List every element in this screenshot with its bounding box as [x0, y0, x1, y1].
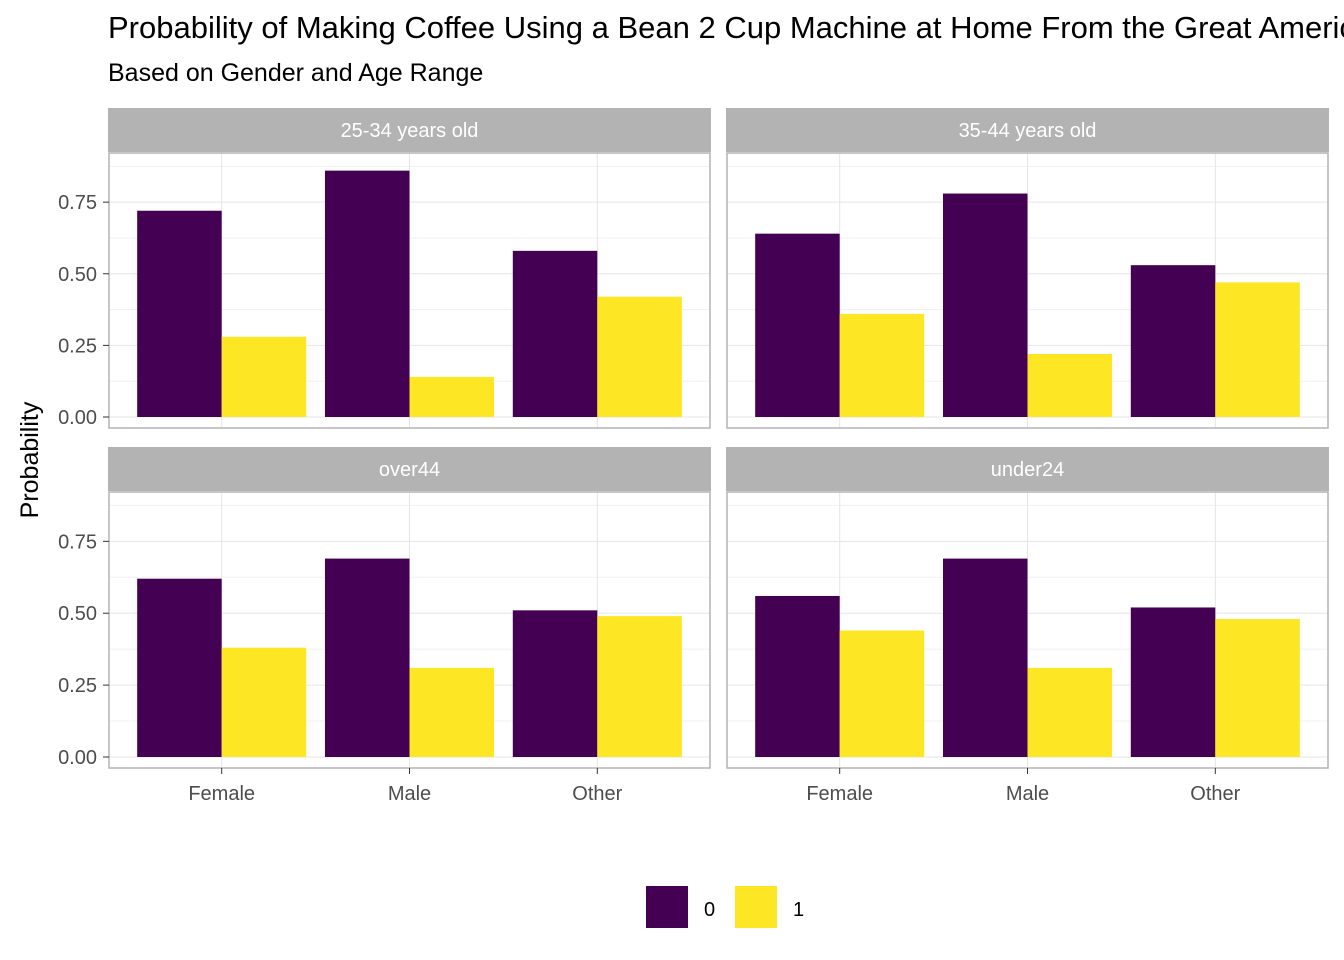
y-tick-label: 0.00 — [58, 407, 97, 429]
bar-other-series-0 — [1130, 607, 1216, 757]
y-tick-label: 0.25 — [58, 675, 97, 697]
bar-male-series-0 — [324, 170, 410, 417]
bar-female-series-1 — [839, 313, 925, 417]
bar-female-series-1 — [221, 647, 307, 757]
x-tick-label: Female — [806, 783, 873, 805]
legend-swatch-1 — [735, 886, 777, 928]
bar-female-series-0 — [755, 595, 840, 757]
legend-swatch-0 — [646, 886, 688, 928]
bar-female-series-1 — [839, 630, 925, 757]
chart-subtitle: Based on Gender and Age Range — [108, 59, 484, 87]
y-axis-label: Probability — [16, 401, 44, 518]
bar-male-series-0 — [324, 558, 410, 757]
legend-label-1: 1 — [793, 899, 804, 921]
bar-male-series-1 — [409, 667, 495, 757]
panel-border — [726, 152, 1329, 429]
bar-other-series-0 — [512, 250, 598, 417]
y-tick-label: 0.75 — [58, 192, 97, 214]
x-tick-label: Female — [188, 783, 255, 805]
bar-female-series-1 — [221, 336, 307, 417]
bar-female-series-0 — [137, 578, 222, 757]
facet-strip — [108, 447, 711, 491]
bar-other-series-0 — [1130, 265, 1216, 417]
facet-strip-label: under24 — [991, 459, 1064, 481]
bar-male-series-0 — [942, 558, 1028, 757]
bar-other-series-1 — [597, 296, 682, 417]
x-tick-label: Male — [1006, 783, 1049, 805]
chart-title: Probability of Making Coffee Using a Bea… — [108, 10, 1344, 45]
facet-strip-label: over44 — [379, 459, 440, 481]
bar-male-series-1 — [1027, 353, 1113, 417]
y-tick-label: 0.00 — [58, 747, 97, 769]
facet-strip-label: 35-44 years old — [959, 120, 1097, 142]
bar-other-series-1 — [1215, 282, 1300, 417]
bar-male-series-1 — [1027, 667, 1113, 757]
facet-strip-label: 25-34 years old — [341, 120, 479, 142]
y-tick-label: 0.25 — [58, 335, 97, 357]
facet-strip — [726, 108, 1329, 152]
x-tick-label: Other — [1190, 783, 1240, 805]
bar-other-series-0 — [512, 610, 598, 757]
bar-other-series-1 — [1215, 618, 1300, 757]
x-tick-label: Other — [572, 783, 622, 805]
bar-female-series-0 — [137, 210, 222, 417]
facet-strip — [726, 447, 1329, 491]
bar-male-series-1 — [409, 376, 495, 417]
panel-border — [108, 152, 711, 429]
facet-strip — [108, 108, 711, 152]
y-tick-label: 0.50 — [58, 264, 97, 286]
bar-male-series-0 — [942, 193, 1028, 417]
bar-other-series-1 — [597, 616, 682, 757]
y-tick-label: 0.75 — [58, 531, 97, 553]
legend-label-0: 0 — [704, 899, 715, 921]
x-tick-label: Male — [388, 783, 431, 805]
y-tick-label: 0.50 — [58, 603, 97, 625]
bar-female-series-0 — [755, 233, 840, 417]
